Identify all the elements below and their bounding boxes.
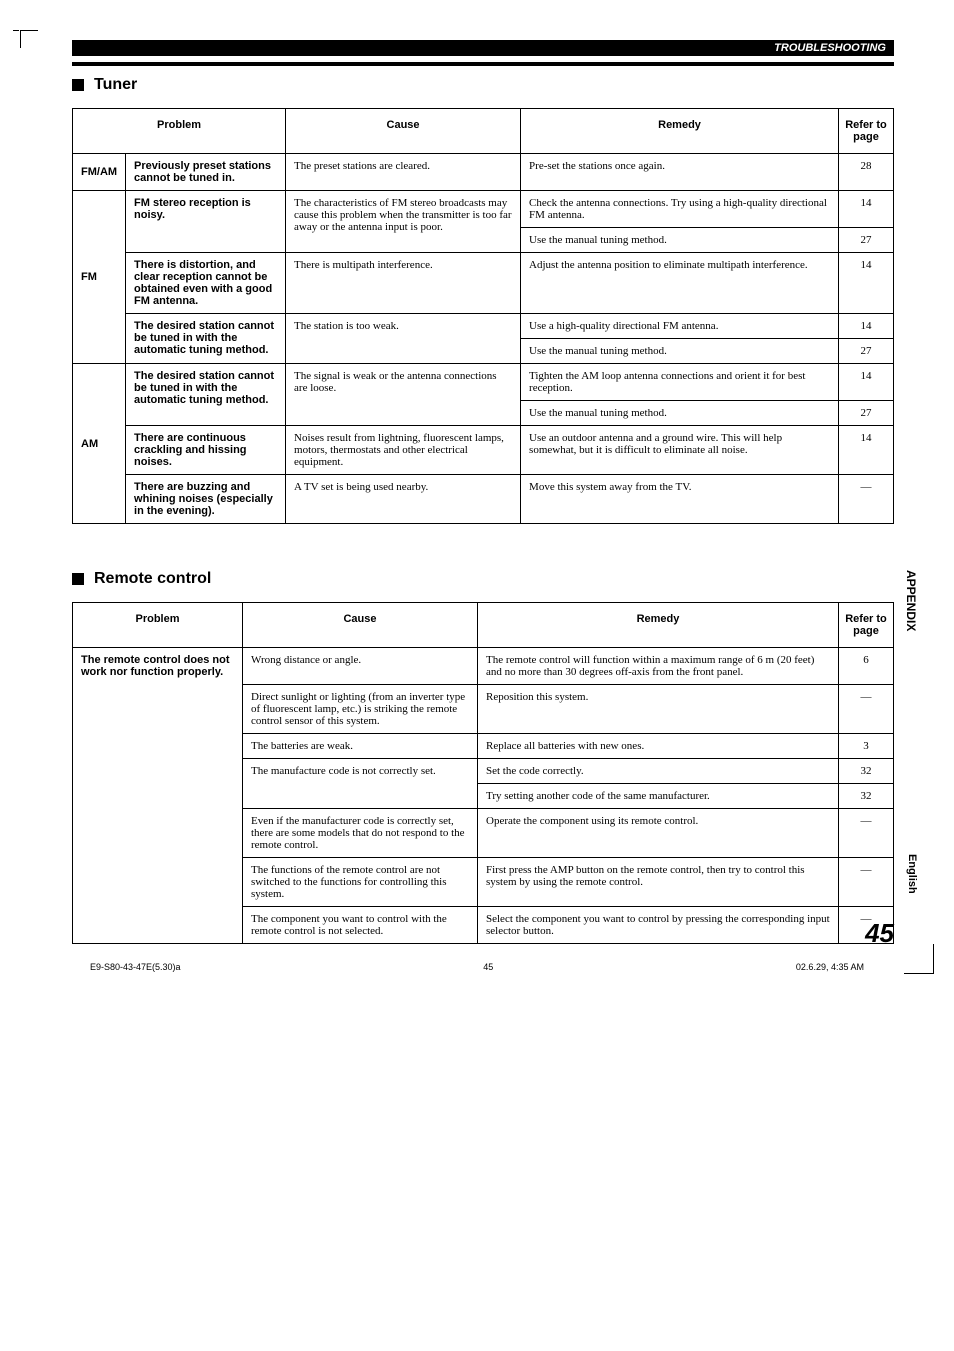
refer-cell: 14 [839,253,894,314]
col-refer: Refer to page [839,603,894,648]
col-cause: Cause [286,109,521,154]
table-row: AM The desired station cannot be tuned i… [73,364,894,401]
refer-cell: 14 [839,191,894,228]
problem-cell: The remote control does not work nor fun… [73,648,243,944]
remedy-cell: Adjust the antenna position to eliminate… [521,253,839,314]
col-problem: Problem [73,109,286,154]
header-section-label: TROUBLESHOOTING [72,40,894,56]
tuner-table: Problem Cause Remedy Refer to page FM/AM… [72,108,894,524]
footer-right: 02.6.29, 4:35 AM [796,962,864,972]
remedy-cell: Pre-set the stations once again. [521,154,839,191]
refer-cell: — [839,475,894,524]
remedy-cell: Use the manual tuning method. [521,401,839,426]
refer-cell: 32 [839,784,894,809]
cause-cell: Direct sunlight or lighting (from an inv… [243,685,478,734]
cause-cell: Wrong distance or angle. [243,648,478,685]
col-refer: Refer to page [839,109,894,154]
col-cause: Cause [243,603,478,648]
crop-mark [20,30,38,48]
cause-cell: There is multipath interference. [286,253,521,314]
cause-cell: The preset stations are cleared. [286,154,521,191]
band-label: FM [73,191,126,364]
remedy-cell: Replace all batteries with new ones. [478,734,839,759]
bullet-square-icon [72,573,84,585]
section-heading-tuner: Tuner [72,76,894,94]
table-row: There is distortion, and clear reception… [73,253,894,314]
bullet-square-icon [72,79,84,91]
col-problem: Problem [73,603,243,648]
refer-cell: 6 [839,648,894,685]
refer-cell: 27 [839,228,894,253]
refer-cell: — [839,809,894,858]
refer-cell: 14 [839,426,894,475]
cause-cell: The characteristics of FM stereo broadca… [286,191,521,253]
problem-cell: There is distortion, and clear reception… [126,253,286,314]
header-rule [72,62,894,66]
cause-cell: Even if the manufacturer code is correct… [243,809,478,858]
remedy-cell: The remote control will function within … [478,648,839,685]
col-remedy: Remedy [521,109,839,154]
section-heading-remote: Remote control [72,570,894,588]
section-title: Remote control [94,570,211,588]
refer-cell: 14 [839,364,894,401]
col-remedy: Remedy [478,603,839,648]
problem-cell: The desired station cannot be tuned in w… [126,314,286,364]
problem-cell: There are buzzing and whining noises (es… [126,475,286,524]
footer-center: 45 [483,962,493,972]
section-title: Tuner [94,76,137,94]
remedy-cell: Use an outdoor antenna and a ground wire… [521,426,839,475]
remedy-cell: Select the component you want to control… [478,907,839,944]
side-tab-english: English [906,854,918,894]
refer-cell: 27 [839,401,894,426]
side-tab-appendix: APPENDIX [904,570,918,631]
refer-cell: 3 [839,734,894,759]
footer-left: E9-S80-43-47E(5.30)a [90,962,181,972]
refer-cell: 14 [839,314,894,339]
table-row: There are continuous crackling and hissi… [73,426,894,475]
remedy-cell: Move this system away from the TV. [521,475,839,524]
problem-cell: Previously preset stations cannot be tun… [126,154,286,191]
refer-cell: 28 [839,154,894,191]
cause-cell: The manufacture code is not correctly se… [243,759,478,809]
remedy-cell: Use a high-quality directional FM antenn… [521,314,839,339]
band-label: AM [73,364,126,524]
refer-cell: 27 [839,339,894,364]
remedy-cell: Use the manual tuning method. [521,228,839,253]
cause-cell: The functions of the remote control are … [243,858,478,907]
crop-mark [904,944,934,974]
refer-cell: 32 [839,759,894,784]
remote-table: Problem Cause Remedy Refer to page The r… [72,602,894,944]
refer-cell: — [839,685,894,734]
table-row: FM FM stereo reception is noisy. The cha… [73,191,894,228]
remedy-cell: Operate the component using its remote c… [478,809,839,858]
table-row: The desired station cannot be tuned in w… [73,314,894,339]
cause-cell: The batteries are weak. [243,734,478,759]
page-number: 45 [865,918,894,949]
table-row: There are buzzing and whining noises (es… [73,475,894,524]
cause-cell: The component you want to control with t… [243,907,478,944]
table-row: The remote control does not work nor fun… [73,648,894,685]
band-label: FM/AM [73,154,126,191]
remedy-cell: Set the code correctly. [478,759,839,784]
cause-cell: Noises result from lightning, fluorescen… [286,426,521,475]
cause-cell: A TV set is being used nearby. [286,475,521,524]
remedy-cell: Try setting another code of the same man… [478,784,839,809]
table-header-row: Problem Cause Remedy Refer to page [73,109,894,154]
remedy-cell: First press the AMP button on the remote… [478,858,839,907]
cause-cell: The signal is weak or the antenna connec… [286,364,521,426]
footer: E9-S80-43-47E(5.30)a 45 02.6.29, 4:35 AM [90,962,864,972]
remedy-cell: Reposition this system. [478,685,839,734]
remedy-cell: Check the antenna connections. Try using… [521,191,839,228]
cause-cell: The station is too weak. [286,314,521,364]
table-row: FM/AM Previously preset stations cannot … [73,154,894,191]
refer-cell: — [839,858,894,907]
remedy-cell: Use the manual tuning method. [521,339,839,364]
remedy-cell: Tighten the AM loop antenna connections … [521,364,839,401]
problem-cell: FM stereo reception is noisy. [126,191,286,253]
problem-cell: There are continuous crackling and hissi… [126,426,286,475]
problem-cell: The desired station cannot be tuned in w… [126,364,286,426]
table-header-row: Problem Cause Remedy Refer to page [73,603,894,648]
